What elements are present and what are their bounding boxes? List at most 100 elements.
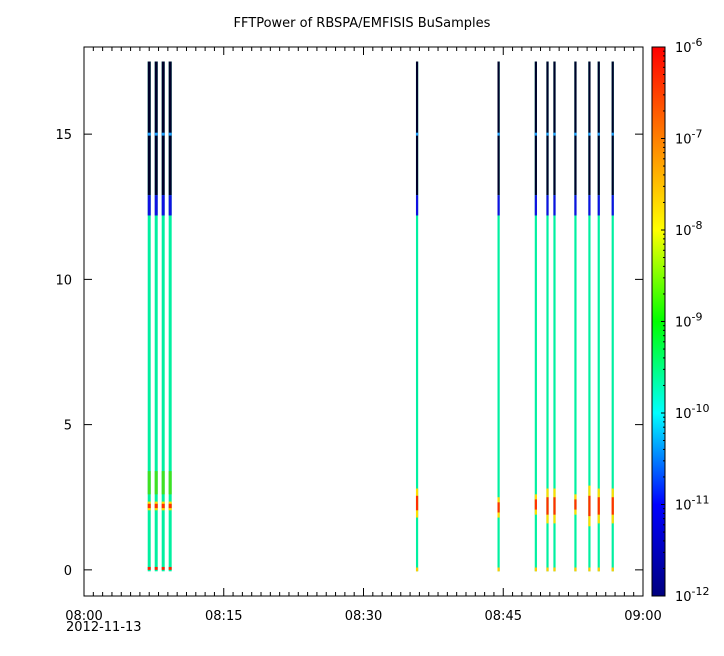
spectrum-blue-band	[597, 195, 600, 216]
spectrum-low-band	[611, 567, 614, 572]
spectrum-cyan-line	[497, 132, 500, 136]
spectrum-blue-band	[546, 195, 549, 216]
spectrum-low-band	[574, 567, 577, 572]
spectrum-blue-band	[497, 195, 500, 216]
spectrum-peak-core	[588, 495, 591, 517]
spectrum-top-dark	[574, 61, 577, 196]
sample-column	[553, 61, 556, 572]
spectrum-low-band	[147, 566, 151, 570]
spectrum-base	[611, 61, 614, 572]
spectrum-blue-band	[588, 195, 591, 216]
spectrum-green-band	[168, 471, 172, 495]
x-tick-label: 08:45	[485, 609, 522, 624]
spectrum-cyan-line	[597, 132, 600, 136]
spectrum-peak-core	[161, 503, 165, 509]
spectrum-green-band	[147, 471, 151, 495]
colorbar-tick-label: 10-6	[675, 36, 703, 56]
spectrum-top-dark	[161, 61, 165, 196]
spectrum-cyan-line	[588, 132, 591, 136]
spectrum-blue-band	[574, 195, 577, 216]
x-tick-label: 08:15	[205, 609, 242, 624]
spectrum-cyan-line	[574, 132, 577, 136]
spectrum-top-dark	[147, 61, 151, 196]
spectrum-cyan-line	[611, 132, 614, 136]
chart-title: FFTPower of RBSPA/EMFISIS BuSamples	[233, 16, 491, 31]
spectrum-base	[497, 61, 500, 572]
spectrum-cyan-line	[534, 132, 537, 136]
spectrum-base	[168, 61, 172, 572]
spectrum-blue-band	[553, 195, 556, 216]
sample-column	[546, 61, 549, 572]
spectrum-blue-band	[415, 195, 419, 216]
spectrum-base	[546, 61, 549, 572]
spectrum-top-dark	[415, 61, 419, 196]
colorbar: 10-6 10-7 10-8 10-9 10-10 10-11 10-12	[651, 36, 710, 605]
plot-frame	[83, 46, 644, 597]
spectrum-peak-core	[574, 499, 577, 510]
spectrum-blue-band	[154, 195, 158, 216]
x-tick-label: 08:00	[65, 609, 102, 624]
y-tick-label: 15	[55, 128, 72, 143]
spectrum-base	[415, 61, 419, 572]
colorbar-tick-label: 10-11	[675, 494, 710, 514]
spectrum-top-dark	[154, 61, 158, 196]
spectrum-top-dark	[497, 61, 500, 196]
spectrum-low-band	[415, 567, 419, 572]
sample-column	[415, 61, 419, 572]
spectrum-cyan-line	[147, 132, 151, 136]
spectrum-low-band	[534, 567, 537, 572]
spectrum-cyan-line	[553, 132, 556, 136]
colorbar-tick-label: 10-12	[675, 585, 710, 605]
y-tick-label: 5	[64, 419, 72, 434]
colorbar-tick-label: 10-9	[675, 311, 703, 331]
spectrum-green-band	[161, 471, 165, 495]
spectrum-peak-core	[597, 497, 600, 515]
colorbar-tick-label: 10-10	[675, 402, 710, 422]
sample-column	[161, 61, 165, 572]
spectrum-base	[597, 61, 600, 572]
spectrum-low-band	[168, 566, 172, 570]
spectrum-peak-core	[611, 497, 614, 515]
spectrum-low-band	[154, 566, 158, 570]
sample-column	[611, 61, 614, 572]
spectrum-low-band	[546, 567, 549, 572]
colorbar-tick-label: 10-8	[675, 219, 703, 239]
spectrum-top-dark	[588, 61, 591, 196]
spectrum-peak-core	[168, 503, 172, 509]
date-label: 2012-11-13	[66, 620, 142, 635]
spectrum-top-dark	[553, 61, 556, 196]
sample-column	[147, 61, 151, 572]
spectrum-base	[154, 61, 158, 572]
sample-column	[597, 61, 600, 572]
spectrum-green-band	[154, 471, 158, 495]
y-tick-label: 10	[55, 273, 72, 288]
spectrum-cyan-line	[415, 132, 419, 136]
sample-column	[588, 61, 591, 572]
x-tick-label: 08:30	[345, 609, 382, 624]
spectrum-cyan-line	[546, 132, 549, 136]
sample-column	[168, 61, 172, 572]
spectrum-base	[588, 61, 591, 572]
spectrum-peak-core	[154, 503, 158, 509]
plot-area	[147, 61, 614, 572]
spectrum-low-band	[497, 567, 500, 572]
sample-column	[574, 61, 577, 572]
sample-column	[534, 61, 537, 572]
spectrum-peak-core	[546, 497, 549, 515]
spectrum-peak-core	[534, 499, 537, 510]
spectrum-cyan-line	[154, 132, 158, 136]
spectrum-top-dark	[534, 61, 537, 196]
spectrum-peak-core	[497, 502, 500, 513]
spectrum-base	[161, 61, 165, 572]
spectrum-top-dark	[168, 61, 172, 196]
axes: 0 5 10 15 08:00 08:15 08:30 08:45 09:00	[55, 46, 662, 624]
spectrum-blue-band	[168, 195, 172, 216]
spectrum-top-dark	[597, 61, 600, 196]
spectrum-blue-band	[534, 195, 537, 216]
spectrum-base	[534, 61, 537, 572]
spectrum-base	[147, 61, 151, 572]
sample-column	[154, 61, 158, 572]
colorbar-tick-label: 10-7	[675, 128, 703, 148]
